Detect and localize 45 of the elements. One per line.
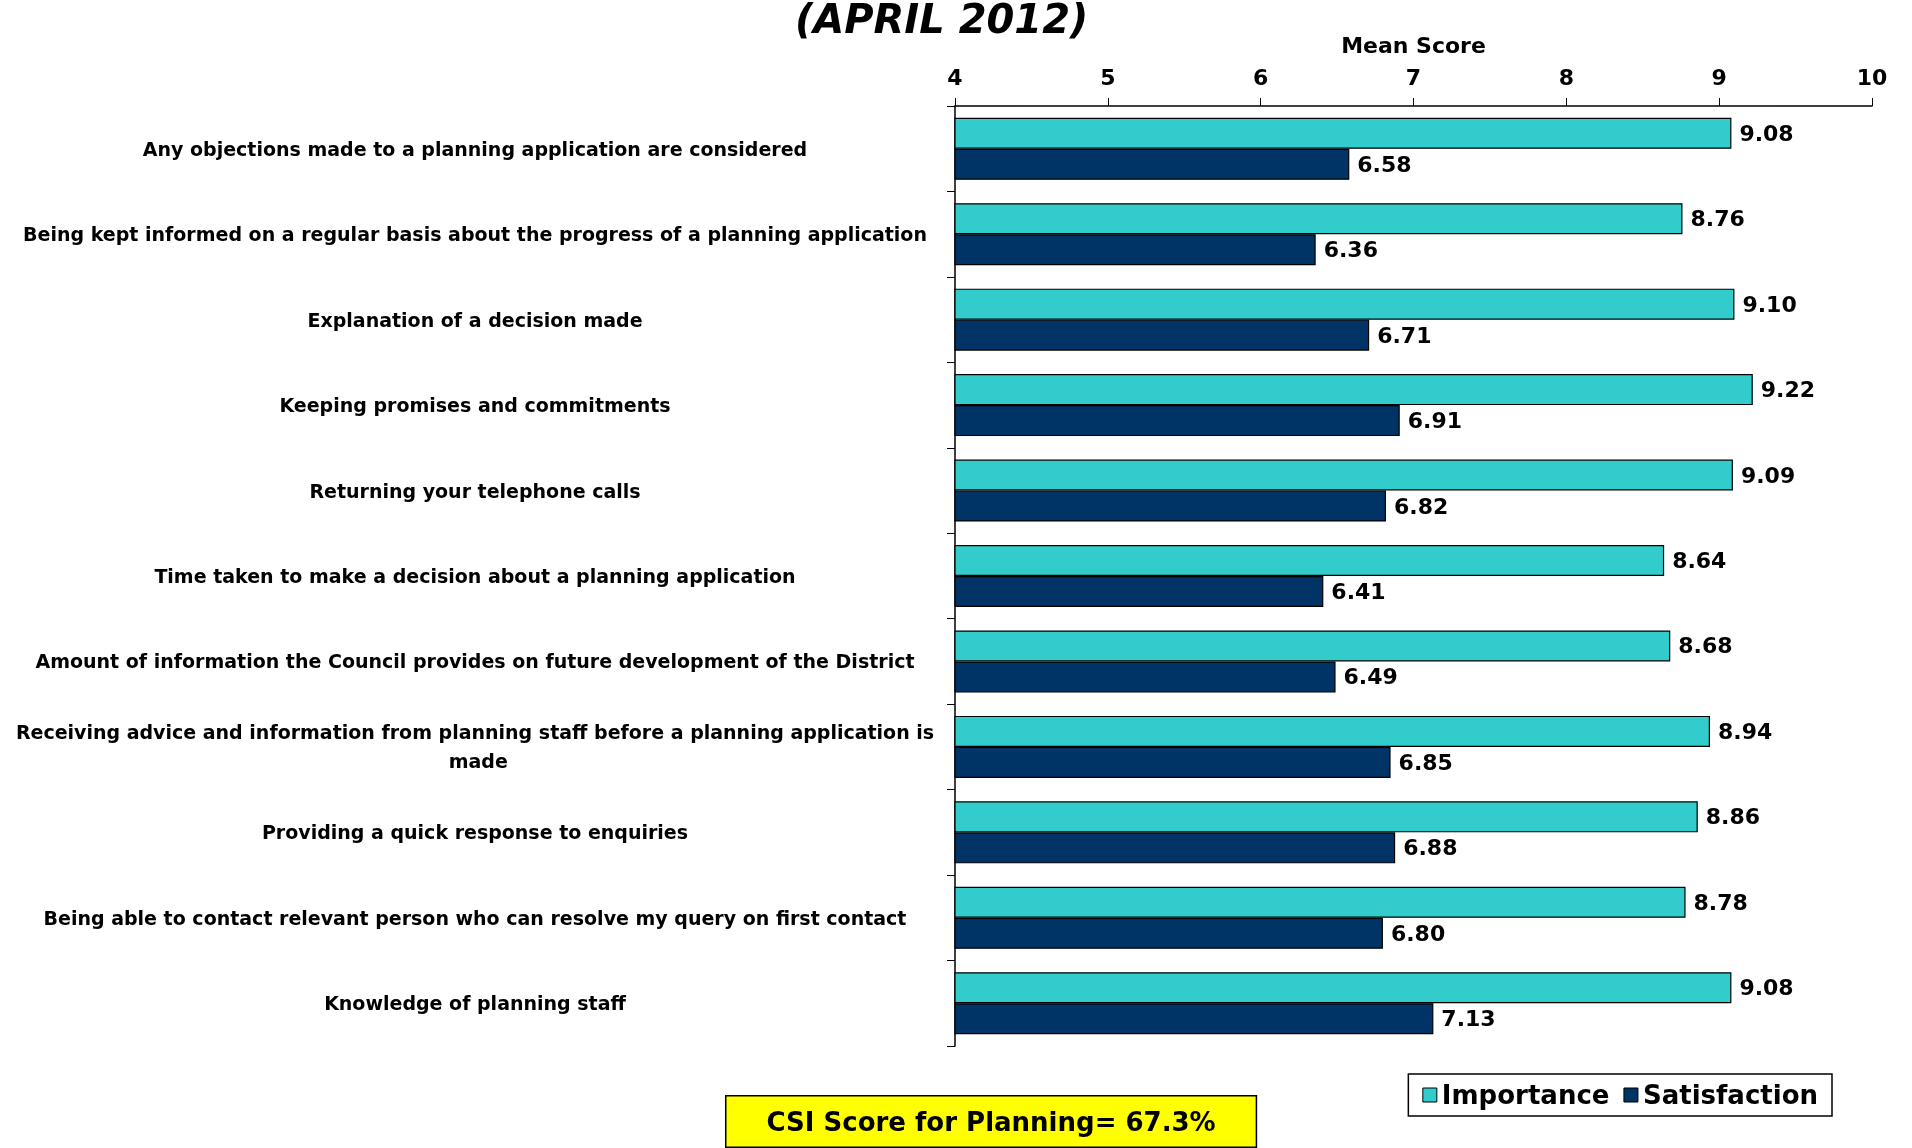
data-label: 6.49 (1343, 664, 1398, 690)
data-label: 9.08 (1739, 975, 1794, 1001)
data-label: 9.10 (1742, 291, 1797, 317)
data-label: 8.68 (1678, 633, 1733, 659)
x-tick-label: 4 (947, 64, 963, 90)
y-tick-label: Receiving advice and information from planning staff before a planning application is made (15, 721, 935, 773)
data-label: 6.58 (1357, 151, 1412, 177)
data-label: 9.09 (1740, 462, 1796, 488)
data-label: 8.78 (1693, 889, 1748, 915)
data-label: 6.80 (1390, 920, 1446, 946)
data-label: 6.91 (1407, 408, 1463, 434)
chart-title: (APRIL 2012) (795, 0, 1089, 42)
data-label: 6.82 (1393, 493, 1449, 519)
x-tick-label: 7 (1405, 64, 1422, 90)
x-axis-title: Mean Score (1341, 32, 1486, 58)
data-label: 8.86 (1705, 804, 1761, 830)
y-tick-label: Knowledge of planning staff (324, 992, 627, 1015)
data-label: 6.88 (1403, 835, 1458, 861)
legend-label: Satisfaction (1642, 1080, 1819, 1110)
data-label: 9.08 (1739, 120, 1794, 146)
y-tick-label: Being able to contact relevant person who can resolve my query on first contact (43, 906, 907, 929)
y-tick-label: Returning your telephone calls (309, 479, 641, 502)
data-label: 8.76 (1690, 206, 1745, 232)
data-label: 6.36 (1323, 237, 1378, 263)
x-tick-label: 6 (1253, 64, 1269, 90)
text: CSI Score for Planning= 67.3% (766, 1106, 1216, 1137)
x-tick-label: 5 (1100, 64, 1116, 90)
data-label: 6.85 (1398, 749, 1453, 775)
x-tick-label: 9 (1711, 64, 1727, 90)
y-tick-label: Time taken to make a decision about a planning application (154, 565, 796, 587)
y-tick-label: Amount of information the Council provides on future development of the District (35, 650, 915, 673)
y-tick-label: Being kept informed on a regular basis about the progress of a planning application (23, 223, 927, 246)
y-tick-label: Any objections made to a planning application are considered (142, 137, 808, 160)
data-label: 6.41 (1331, 579, 1386, 604)
y-tick-label: Keeping promises and commitments (279, 394, 671, 417)
data-label: 8.94 (1718, 718, 1773, 744)
x-tick-label: 10 (1856, 64, 1888, 90)
y-tick-label: Explanation of a decision made (307, 308, 643, 331)
data-label: 6.71 (1377, 322, 1432, 348)
y-tick-label: Providing a quick response to enquiries (261, 821, 689, 844)
legend-label: Importance (1441, 1080, 1610, 1110)
x-tick-label: 8 (1558, 64, 1574, 90)
data-label: 9.22 (1760, 377, 1816, 403)
data-label: 7.13 (1441, 1006, 1496, 1032)
data-label: 8.64 (1672, 548, 1727, 573)
